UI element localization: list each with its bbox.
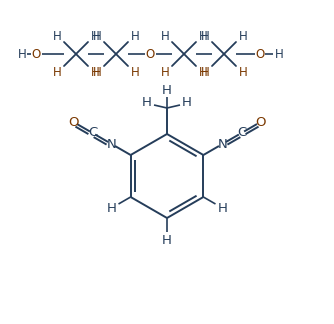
Text: H: H (182, 96, 192, 109)
Text: H: H (91, 65, 100, 78)
Text: H: H (161, 29, 169, 42)
Text: H: H (18, 48, 26, 61)
Text: H: H (238, 29, 247, 42)
Text: H: H (199, 29, 207, 42)
Text: H: H (199, 65, 207, 78)
Text: O: O (31, 48, 41, 61)
Text: H: H (53, 65, 61, 78)
Text: H: H (93, 65, 102, 78)
Text: H: H (201, 65, 209, 78)
Text: H: H (107, 202, 117, 214)
Text: C: C (237, 126, 246, 140)
Text: H: H (217, 202, 227, 214)
Text: H: H (201, 29, 209, 42)
Text: O: O (256, 48, 265, 61)
Text: H: H (142, 96, 152, 109)
Text: H: H (53, 29, 61, 42)
Text: N: N (107, 137, 117, 151)
Text: H: H (93, 29, 102, 42)
Text: H: H (161, 65, 169, 78)
Text: C: C (88, 126, 97, 140)
Text: O: O (145, 48, 155, 61)
Text: H: H (238, 65, 247, 78)
Text: H: H (131, 29, 139, 42)
Text: O: O (68, 115, 79, 129)
Text: H: H (162, 84, 172, 97)
Text: H: H (162, 234, 172, 247)
Text: N: N (217, 137, 227, 151)
Text: H: H (91, 29, 100, 42)
Text: O: O (255, 115, 266, 129)
Text: H: H (131, 65, 139, 78)
Text: H: H (275, 48, 283, 61)
